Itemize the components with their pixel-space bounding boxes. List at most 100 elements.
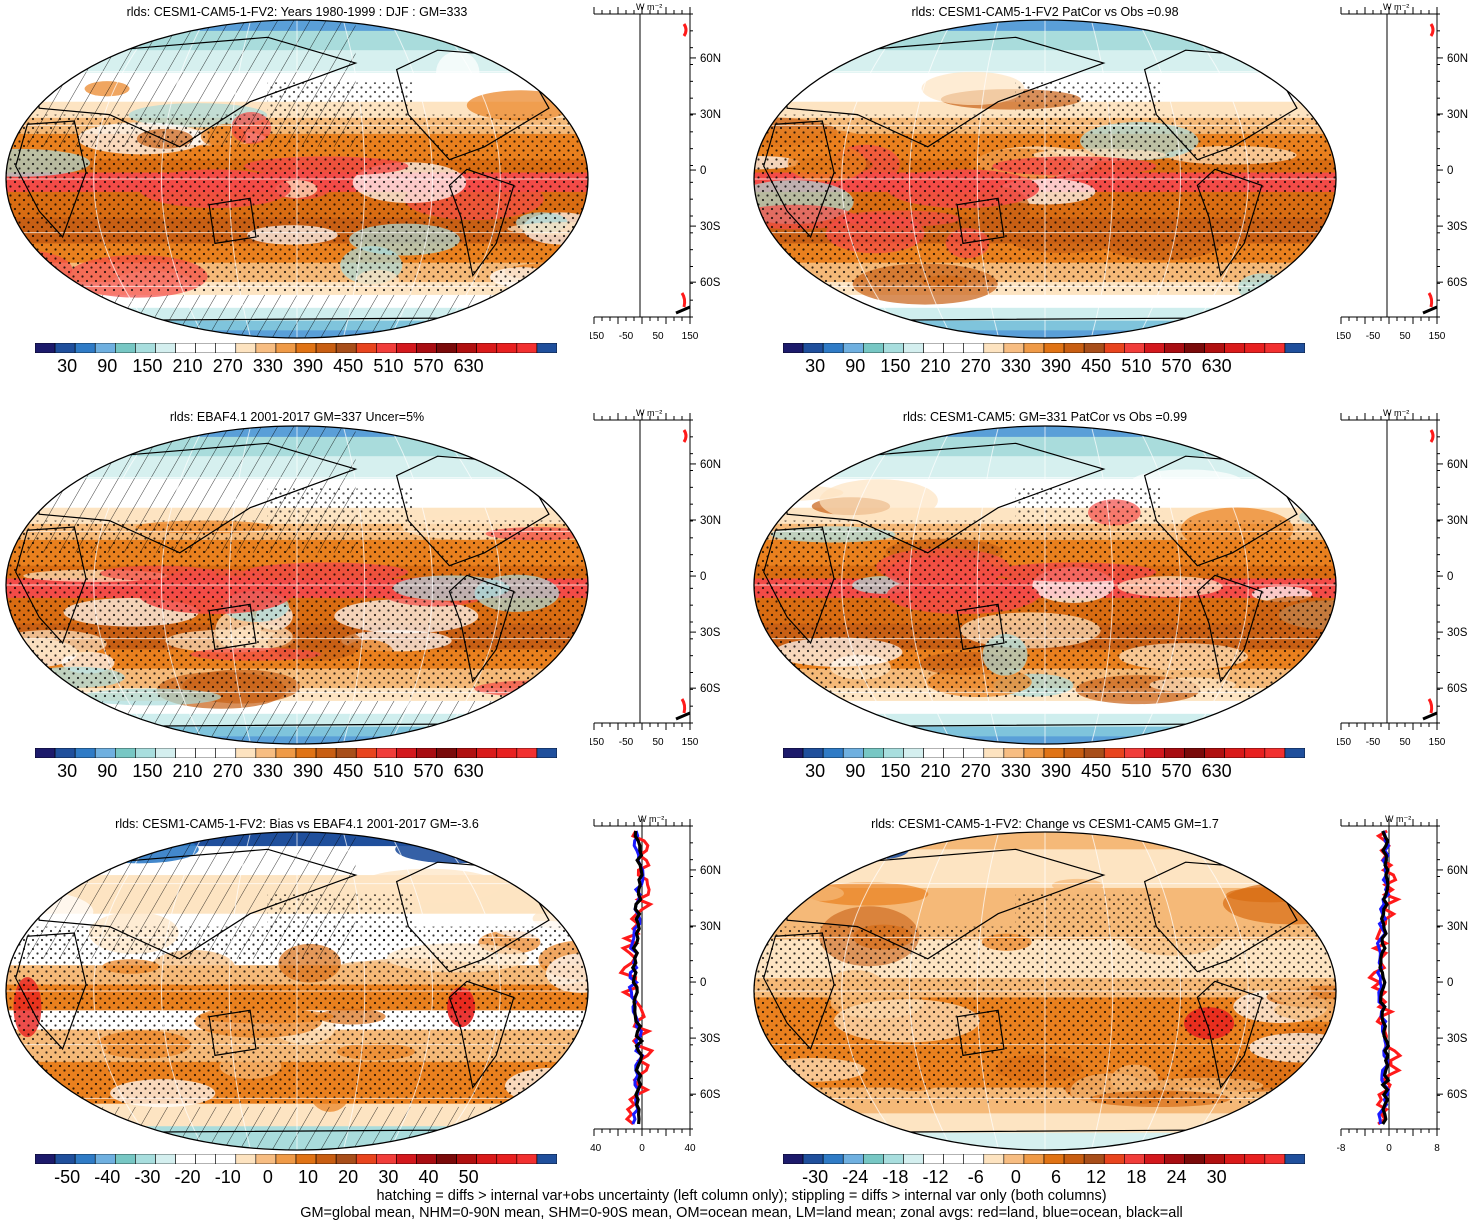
colorbar-tick-label: 30: [805, 356, 826, 376]
zonal-lat-label: 60N: [1447, 865, 1468, 877]
colorbar-tick-label: 450: [333, 356, 364, 376]
colorbar-tick-label: 270: [960, 761, 991, 781]
zonal-x-tick-label: 50: [1399, 737, 1411, 746]
colorbar-tick-label: 570: [413, 761, 444, 781]
colorbar-3: [34, 745, 558, 759]
colorbar-2: [782, 340, 1306, 354]
colorbar-5: [34, 1151, 558, 1165]
zonal-units-label: W m⁻²: [1385, 814, 1411, 824]
zonal-land-line: [1367, 829, 1403, 1126]
colorbar-tick-label: 330: [1000, 761, 1031, 781]
colorbar-tick-label: 390: [1041, 356, 1072, 376]
zonal-units-label: W m⁻²: [638, 814, 664, 824]
zonal-x-tick-label: -150: [1337, 331, 1351, 340]
colorbar-tick-label: 510: [1121, 761, 1152, 781]
colorbar-tick-label: 210: [172, 356, 203, 376]
panel-title: rlds: CESM1-CAM5-1-FV2: Change vs CESM1-…: [871, 817, 1219, 831]
colorbar-tick-label: -10: [214, 1167, 241, 1187]
colorbar-tick-label: 210: [920, 356, 951, 376]
colorbar-4: [782, 745, 1306, 759]
colorbar-tick-label: -30: [134, 1167, 161, 1187]
colorbar-tick-label: 30: [57, 761, 78, 781]
map-panel-2: [752, 18, 1338, 340]
zonal-lat-label: 30N: [1447, 921, 1468, 933]
zonal-units-label: W m⁻²: [636, 2, 662, 12]
colorbar-tick-label: -20: [174, 1167, 201, 1187]
colorbar-tick-label: 150: [132, 761, 163, 781]
colorbar-tick-label: -30: [802, 1167, 829, 1187]
colorbar-tick-label: 150: [132, 356, 163, 376]
colorbar-tick-label: 510: [1121, 356, 1152, 376]
zonal-lat-label: 60S: [700, 277, 721, 289]
colorbar-tick-label: 210: [172, 761, 203, 781]
zonal-units-label: W m⁻²: [1383, 2, 1409, 12]
colorbar-tick-label: 90: [97, 356, 118, 376]
zonal-average-plot-1: W m⁻² 60N 30N 0 30S 60S -150 -50 50 150: [584, 0, 740, 342]
zonal-land-line: [1429, 429, 1435, 443]
zonal-lat-label: 60S: [700, 683, 721, 695]
robinson-map: [753, 19, 1337, 339]
zonal-x-tick-label: 8: [1434, 1143, 1440, 1152]
zonal-ocean-line: [1375, 830, 1391, 1125]
zonal-lat-label: 60N: [700, 459, 721, 471]
colorbar-tick-label: 570: [1161, 356, 1192, 376]
colorbar-tick-label: 270: [960, 356, 991, 376]
panel-title: rlds: CESM1-CAM5-1-FV2: Bias vs EBAF4.1 …: [115, 817, 479, 831]
colorbar-tick-label: 390: [293, 356, 324, 376]
zonal-x-tick-label: 150: [1429, 331, 1446, 340]
map-panel-4: [752, 424, 1338, 746]
zonal-lat-label: 0: [1447, 977, 1453, 989]
zonal-land-line: [1429, 23, 1435, 37]
colorbar-tick-label: 12: [1086, 1167, 1107, 1187]
colorbar-tick-label: -6: [967, 1167, 984, 1187]
zonal-average-plot-2: W m⁻² 60N 30N 0 30S 60S -150 -50 50 150: [1331, 0, 1483, 342]
zonal-lat-label: 30N: [1447, 515, 1468, 527]
zonal-all-line: [630, 830, 645, 1125]
robinson-map: [753, 831, 1337, 1151]
zonal-all-line: [675, 305, 691, 315]
zonal-average-plot-5: W m⁻² 60N 30N 0 30S 60S -40 0 40: [587, 812, 740, 1154]
panel-title: rlds: CESM1-CAM5: GM=331 PatCor vs Obs =…: [902, 410, 1188, 424]
zonal-average-plot-3: W m⁻² 60N 30N 0 30S 60S -150 -50 50 150: [584, 406, 740, 748]
zonal-lat-label: 30N: [700, 109, 721, 121]
colorbar-tick-label: 570: [413, 356, 444, 376]
colorbar-tick-label: 50: [458, 1167, 479, 1187]
colorbar-tick-label: 90: [845, 356, 866, 376]
colorbar-labels: 30 90 150 210 270 330 390 450 510 570 630: [35, 356, 557, 378]
colorbar-6: [782, 1151, 1306, 1165]
zonal-lat-label: 0: [1447, 571, 1453, 583]
zonal-lat-label: 60S: [700, 1089, 721, 1101]
zonal-average-plot-4: W m⁻² 60N 30N 0 30S 60S -150 -50 50 150: [1331, 406, 1483, 748]
zonal-units-label: W m⁻²: [636, 408, 662, 418]
zonal-lat-label: 60N: [1447, 53, 1468, 65]
footer-line-1: hatching = diffs > internal var+obs unce…: [376, 1188, 1107, 1204]
colorbar-tick-label: 570: [1161, 761, 1192, 781]
zonal-x-tick-label: 150: [682, 331, 699, 340]
colorbar-tick-label: 510: [373, 356, 404, 376]
zonal-lat-label: 0: [1447, 165, 1453, 177]
zonal-x-tick-label: 50: [1399, 331, 1411, 340]
colorbar-tick-label: 630: [453, 761, 484, 781]
colorbar-tick-label: 90: [97, 761, 118, 781]
zonal-lat-label: 30N: [700, 921, 721, 933]
colorbar-tick-label: 30: [805, 761, 826, 781]
map-panel-3: [4, 424, 590, 746]
zonal-lat-label: 0: [700, 165, 706, 177]
zonal-lat-label: 30S: [700, 221, 721, 233]
colorbar-tick-label: 20: [338, 1167, 359, 1187]
colorbar-tick-label: 10: [298, 1167, 319, 1187]
panel-title: rlds: CESM1-CAM5-1-FV2 PatCor vs Obs =0.…: [911, 5, 1179, 19]
zonal-x-tick-label: 0: [639, 1143, 645, 1152]
panel-title: rlds: CESM1-CAM5-1-FV2: Years 1980-1999 …: [126, 5, 468, 19]
zonal-x-tick-label: 50: [652, 737, 664, 746]
colorbar-tick-label: 330: [252, 356, 283, 376]
zonal-all-line: [1422, 711, 1438, 721]
zonal-x-tick-label: 40: [684, 1143, 696, 1152]
zonal-x-tick-label: 150: [682, 737, 699, 746]
zonal-land-line: [682, 429, 688, 443]
colorbar-labels: 30 90 150 210 270 330 390 450 510 570 630: [35, 761, 557, 783]
zonal-lat-label: 0: [700, 571, 706, 583]
colorbar-tick-label: -18: [882, 1167, 909, 1187]
colorbar-tick-label: 150: [880, 356, 911, 376]
zonal-x-tick-label: -50: [619, 331, 634, 340]
